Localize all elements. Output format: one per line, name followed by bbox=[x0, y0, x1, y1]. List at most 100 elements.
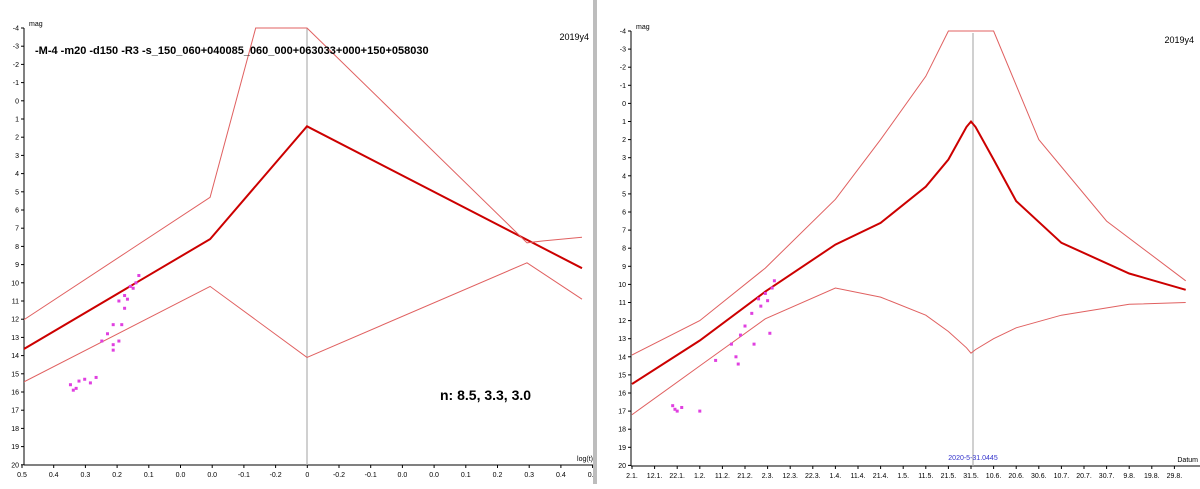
y-tick-label: -2 bbox=[13, 62, 19, 69]
y-tick-label: -4 bbox=[13, 26, 19, 33]
x-tick-label: 2.3. bbox=[762, 473, 774, 480]
observation-point bbox=[763, 291, 767, 295]
y-axis-label: mag bbox=[636, 24, 650, 31]
observation-point bbox=[74, 386, 78, 390]
x-tick-label: 0.2 bbox=[112, 472, 122, 479]
observation-point bbox=[125, 297, 129, 301]
observation-point bbox=[83, 377, 87, 381]
x-tick-label: 9.8. bbox=[1123, 473, 1135, 480]
x-tick-label: 0.0 bbox=[429, 472, 439, 479]
y-tick-label: 19 bbox=[618, 445, 626, 452]
observation-point bbox=[736, 362, 740, 366]
y-tick-label: 17 bbox=[11, 408, 19, 415]
x-tick-label: 0.5 bbox=[588, 472, 597, 479]
lower-envelope-line bbox=[24, 262, 583, 383]
x-tick-label: 29.8. bbox=[1167, 473, 1183, 480]
x-tick-label: 30.7. bbox=[1099, 473, 1115, 480]
y-tick-label: 2 bbox=[15, 135, 19, 142]
y-tick-label: -3 bbox=[620, 47, 626, 54]
y-tick-label: 18 bbox=[618, 427, 626, 434]
x-tick-label: 0.4 bbox=[49, 472, 59, 479]
slope-note: n: 8.5, 3.3, 3.0 bbox=[440, 387, 531, 403]
y-tick-label: 6 bbox=[622, 210, 626, 217]
y-tick-label: 7 bbox=[622, 228, 626, 235]
x-tick-label: 0.3 bbox=[81, 472, 91, 479]
x-tick-label: 12.1. bbox=[647, 473, 663, 480]
model-line bbox=[631, 119, 1186, 385]
x-tick-label: 0.0 bbox=[398, 472, 408, 479]
y-tick-label: 4 bbox=[622, 173, 626, 180]
observation-point bbox=[675, 409, 679, 413]
observation-point bbox=[673, 407, 677, 411]
observation-point bbox=[768, 331, 772, 335]
x-tick-label: 0.3 bbox=[524, 472, 534, 479]
y-tick-label: -1 bbox=[620, 83, 626, 90]
y-tick-label: 6 bbox=[15, 208, 19, 215]
observation-point bbox=[729, 342, 733, 346]
upper-envelope-line bbox=[631, 30, 1187, 356]
observation-point bbox=[68, 383, 72, 387]
x-tick-label: 21.5. bbox=[941, 473, 957, 480]
y-tick-label: 0 bbox=[15, 98, 19, 105]
y-tick-label: 19 bbox=[11, 444, 19, 451]
observation-point bbox=[111, 348, 115, 352]
x-tick-label: 11.4. bbox=[850, 473, 865, 480]
x-tick-label: -0.2 bbox=[270, 472, 282, 479]
y-tick-label: 11 bbox=[12, 299, 19, 306]
observation-point bbox=[117, 299, 121, 303]
lower-envelope-line bbox=[631, 287, 1186, 416]
x-tick-label: 1.5. bbox=[897, 473, 909, 480]
light-curve-date-chart: -4-3-2-101234567891011121314151617181920… bbox=[618, 24, 1200, 480]
y-tick-label: 5 bbox=[622, 191, 626, 198]
x-tick-label: 10.7. bbox=[1054, 473, 1070, 480]
x-tick-label: 2.1. bbox=[626, 473, 638, 480]
x-axis-label: log(t) bbox=[577, 456, 593, 463]
y-tick-label: 20 bbox=[618, 463, 626, 470]
x-tick-label: 0.0 bbox=[207, 472, 217, 479]
y-tick-label: 8 bbox=[622, 246, 626, 253]
observation-point bbox=[111, 323, 115, 327]
panel-divider[interactable] bbox=[593, 0, 597, 484]
y-tick-label: 20 bbox=[11, 462, 19, 469]
observation-point bbox=[698, 409, 702, 413]
observation-point bbox=[770, 286, 774, 290]
x-tick-label: 0 bbox=[305, 472, 309, 479]
observation-point bbox=[111, 343, 115, 347]
x-tick-label: 11.2. bbox=[715, 473, 730, 480]
x-tick-label: -0.1 bbox=[238, 472, 250, 479]
y-tick-label: 11 bbox=[619, 300, 626, 307]
observation-point bbox=[137, 274, 141, 278]
observation-point bbox=[100, 339, 104, 343]
y-tick-label: 8 bbox=[15, 244, 19, 251]
y-tick-label: -3 bbox=[13, 44, 19, 51]
light-curve-log-panel: -4 -3 -2 -1 0 1 2 3 4 5 6 7 8 9 10 11 12 13 14 15 16 17 18 19 20… bbox=[0, 0, 598, 484]
y-tick-label: 0 bbox=[622, 101, 626, 108]
observation-point bbox=[77, 379, 81, 383]
model-line bbox=[24, 125, 583, 351]
y-tick-label: 1 bbox=[622, 119, 626, 126]
x-tick-label: 22.3. bbox=[805, 473, 821, 480]
x-tick-label: 11.5. bbox=[918, 473, 933, 480]
observation-point bbox=[743, 324, 747, 328]
x-tick-label: 20.7. bbox=[1076, 473, 1092, 480]
y-tick-label: 5 bbox=[15, 189, 19, 196]
upper-envelope-line bbox=[24, 27, 583, 321]
y-tick-label: 3 bbox=[622, 155, 626, 162]
y-tick-label: -4 bbox=[620, 29, 626, 36]
y-tick-label: 16 bbox=[618, 391, 626, 398]
light-curve-log-chart: -4-3-2-101234567891011121314151617181920… bbox=[11, 21, 597, 479]
x-tick-label: 1.4. bbox=[830, 473, 842, 480]
observation-point bbox=[134, 281, 138, 285]
perihelion-date-label: 2020-5-31.0445 bbox=[948, 455, 998, 462]
x-tick-label: 0.0 bbox=[176, 472, 186, 479]
x-tick-label: 21.2. bbox=[737, 473, 753, 480]
x-tick-label: 19.8. bbox=[1144, 473, 1160, 480]
observation-point bbox=[71, 388, 75, 392]
x-tick-label: 0.4 bbox=[556, 472, 566, 479]
observation-point bbox=[752, 342, 756, 346]
y-tick-label: 15 bbox=[11, 371, 19, 378]
x-tick-label: 31.5. bbox=[963, 473, 979, 480]
x-tick-label: 0.1 bbox=[461, 472, 471, 479]
y-tick-label: 13 bbox=[11, 335, 19, 342]
x-tick-label: 12.3. bbox=[782, 473, 798, 480]
